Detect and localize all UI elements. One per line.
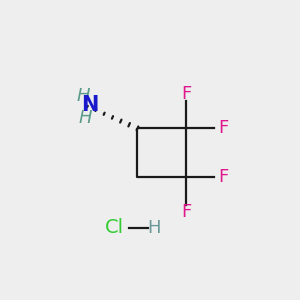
Text: F: F [181, 202, 191, 220]
Text: F: F [181, 85, 191, 103]
Text: Cl: Cl [105, 218, 124, 237]
Text: N: N [81, 94, 98, 115]
Text: H: H [78, 109, 92, 127]
Text: F: F [218, 119, 229, 137]
Text: H: H [147, 219, 160, 237]
Text: H: H [76, 87, 90, 105]
Text: F: F [218, 168, 229, 186]
